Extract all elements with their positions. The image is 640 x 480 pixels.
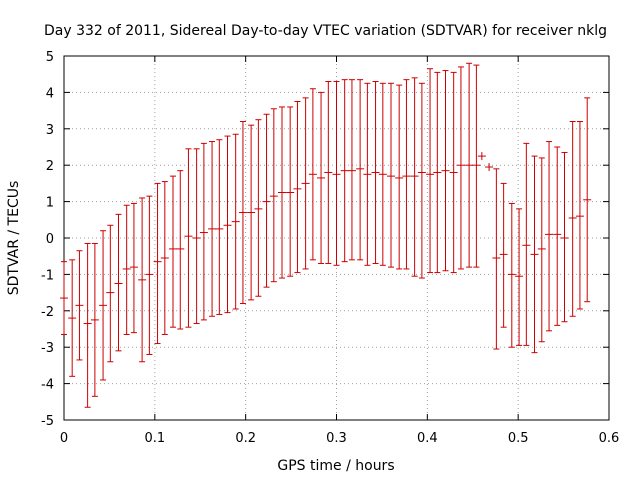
data-point <box>347 79 356 261</box>
data-point <box>262 113 271 288</box>
y-tick-label: 1 <box>46 196 54 211</box>
data-point <box>356 79 365 261</box>
data-point <box>278 106 286 279</box>
data-point <box>441 70 450 272</box>
data-point <box>395 84 404 270</box>
data-point <box>363 82 372 266</box>
data-point <box>410 77 419 277</box>
data-point <box>231 133 240 310</box>
data-point <box>417 82 426 279</box>
data-point <box>465 62 474 268</box>
data-point <box>378 82 387 266</box>
x-tick-label: 0.3 <box>326 431 347 446</box>
data-point <box>68 259 77 377</box>
data-point <box>332 80 341 266</box>
y-tick-label: -5 <box>41 414 54 429</box>
data-point <box>160 181 169 335</box>
chart-title: Day 332 of 2011, Sidereal Day-to-day VTE… <box>44 23 607 39</box>
data-point <box>387 82 395 268</box>
data-point <box>371 80 380 264</box>
data-point <box>122 204 131 335</box>
data-point <box>192 148 201 325</box>
data-point <box>317 91 326 264</box>
data-point <box>208 141 217 317</box>
data-point <box>129 202 138 334</box>
data-point <box>433 71 442 274</box>
data-point <box>340 79 349 263</box>
data-point <box>169 175 177 328</box>
x-tick-label: 0.2 <box>235 431 256 446</box>
data-point <box>215 139 224 315</box>
y-axis-label: SDTVAR / TECUs <box>6 181 22 296</box>
data-point <box>485 163 494 172</box>
data-point <box>477 152 486 161</box>
data-point <box>553 146 562 326</box>
data-point <box>99 230 108 381</box>
x-tick-label: 0 <box>60 431 68 446</box>
data-point <box>114 213 123 352</box>
data-point <box>60 261 68 335</box>
y-tick-label: -4 <box>41 378 54 393</box>
x-axis-label: GPS time / hours <box>277 458 394 474</box>
data-point <box>223 135 232 314</box>
data-point <box>515 208 524 346</box>
data-point <box>324 80 333 264</box>
data-point <box>426 68 435 274</box>
y-tick-label: 2 <box>46 159 54 174</box>
data-point <box>575 121 584 310</box>
data-point <box>499 182 508 328</box>
data-point <box>254 119 263 297</box>
series-layer <box>60 62 592 408</box>
x-tick-label: 0.5 <box>508 431 529 446</box>
data-point <box>238 121 247 305</box>
data-point <box>153 182 162 345</box>
data-point <box>308 88 317 261</box>
data-point <box>106 224 115 363</box>
data-point <box>286 106 295 277</box>
y-tick-label: -2 <box>41 305 54 320</box>
data-point <box>138 197 147 363</box>
data-point <box>75 250 84 361</box>
y-tick-label: 4 <box>46 86 54 101</box>
data-point <box>269 108 278 283</box>
x-tick-label: 0.4 <box>417 431 438 446</box>
data-point <box>492 168 501 350</box>
data-point <box>301 97 310 270</box>
data-point <box>456 66 465 270</box>
y-tick-label: -3 <box>41 341 54 356</box>
x-tick-label: 0.1 <box>144 431 165 446</box>
data-point <box>472 64 481 268</box>
data-point <box>83 242 92 408</box>
y-tick-labels: -5 -4 -3 -2 -1 0 1 2 3 4 5 <box>41 50 54 429</box>
x-tick-labels: 0 0.1 0.2 0.3 0.4 0.5 0.6 <box>60 431 619 446</box>
tick-layer <box>63 55 610 421</box>
data-point <box>530 155 539 354</box>
data-point <box>247 124 256 301</box>
data-point <box>145 195 154 355</box>
y-tick-label: -1 <box>41 268 54 283</box>
data-point <box>90 242 99 397</box>
data-point <box>537 157 546 343</box>
data-point <box>449 71 458 274</box>
data-point <box>507 202 516 348</box>
data-point <box>560 151 569 323</box>
data-point <box>199 142 208 321</box>
x-tick-label: 0.6 <box>599 431 620 446</box>
y-tick-label: 5 <box>46 50 54 65</box>
data-point <box>522 142 531 346</box>
data-point <box>545 141 554 332</box>
data-point <box>583 97 592 303</box>
data-point <box>293 101 302 274</box>
data-point <box>184 148 193 328</box>
data-point <box>176 170 185 330</box>
y-tick-label: 0 <box>46 232 54 247</box>
data-point <box>402 79 411 270</box>
data-point <box>568 121 577 317</box>
y-tick-label: 3 <box>46 123 54 138</box>
